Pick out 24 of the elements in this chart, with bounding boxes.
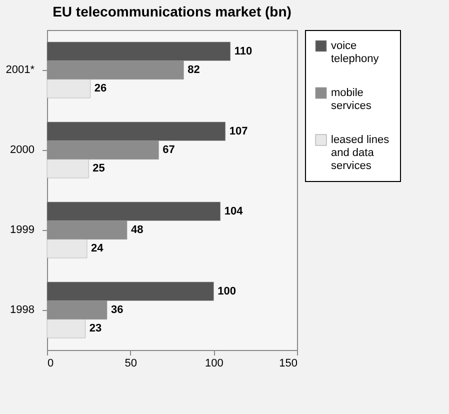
- y-tick-label: 2000: [10, 144, 34, 156]
- data-label: 25: [92, 162, 105, 175]
- y-tick-label: 2001*: [6, 64, 36, 76]
- chart-title: EU telecommunications market (bn): [52, 4, 292, 20]
- y-tick-label: 1999: [10, 224, 34, 236]
- data-label: 104: [224, 205, 244, 218]
- x-tick-label: 0: [48, 358, 54, 370]
- x-tick-label: 150: [279, 358, 298, 370]
- data-label: 23: [89, 322, 102, 335]
- data-label: 67: [162, 144, 175, 156]
- legend-label: mobile services: [331, 87, 372, 112]
- data-label: 110: [234, 45, 252, 58]
- data-label: 26: [94, 82, 107, 95]
- y-tick-label: 1998: [10, 304, 34, 316]
- x-tick-label: 100: [204, 358, 224, 370]
- legend-label: voice telephony: [331, 40, 380, 65]
- data-label: 107: [229, 125, 248, 138]
- data-label: 24: [91, 242, 104, 255]
- legend-label: leased lines and data services: [331, 134, 390, 172]
- data-label: 36: [111, 304, 124, 316]
- data-label: 100: [218, 285, 236, 298]
- x-tick-label: 50: [124, 358, 137, 370]
- data-label: 82: [188, 64, 200, 76]
- data-label: 48: [131, 224, 144, 236]
